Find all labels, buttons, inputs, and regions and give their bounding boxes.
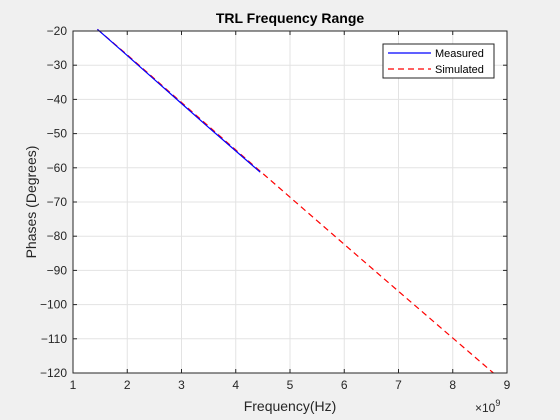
- series-line-measured: [97, 28, 261, 173]
- y-tick-label: −40: [47, 92, 68, 106]
- y-axis-label: Phases (Degrees): [23, 146, 39, 259]
- y-tick-label: −80: [47, 229, 68, 243]
- x-tick-label: 9: [504, 378, 511, 392]
- y-tick-label: −90: [47, 263, 68, 277]
- y-tick-label: −30: [47, 58, 68, 72]
- y-tick-label: −100: [40, 298, 67, 312]
- y-tick-label: −70: [47, 195, 68, 209]
- y-tick-label: −110: [41, 332, 67, 346]
- x-tick-label: 7: [395, 378, 402, 392]
- x-tick-label: 5: [287, 378, 294, 392]
- y-tick-label: −120: [40, 366, 67, 380]
- x-tick-label: 8: [449, 378, 456, 392]
- legend-label-simulated: Simulated: [435, 64, 484, 76]
- series-line-simulated: [97, 28, 494, 374]
- x-axis-label: Frequency(Hz): [244, 398, 337, 414]
- legend-box: [382, 43, 495, 79]
- x-axis-multiplier: ×109: [475, 398, 500, 415]
- x-axis-multiplier-exponent: 9: [495, 398, 500, 408]
- x-tick-label: 2: [124, 378, 131, 392]
- x-tick-label: 6: [341, 378, 348, 392]
- y-tick-label: −20: [47, 24, 68, 38]
- ticks: 1 2 3 4 5 6 7 8 9 −20 −30 −40 −50 −60 −70 −80 −90 −100 −11…: [40, 24, 511, 392]
- x-tick-label: 3: [178, 378, 185, 392]
- x-axis-multiplier-base: ×10: [475, 401, 496, 415]
- y-tick-label: −50: [47, 127, 68, 141]
- x-tick-label: 4: [232, 378, 239, 392]
- series-layer: [97, 28, 494, 374]
- chart-title: TRL Frequency Range: [216, 10, 365, 26]
- legend: Measured Simulated: [382, 43, 495, 79]
- x-tick-label: 1: [70, 378, 77, 392]
- legend-label-measured: Measured: [435, 48, 484, 60]
- y-tick-label: −60: [47, 161, 68, 175]
